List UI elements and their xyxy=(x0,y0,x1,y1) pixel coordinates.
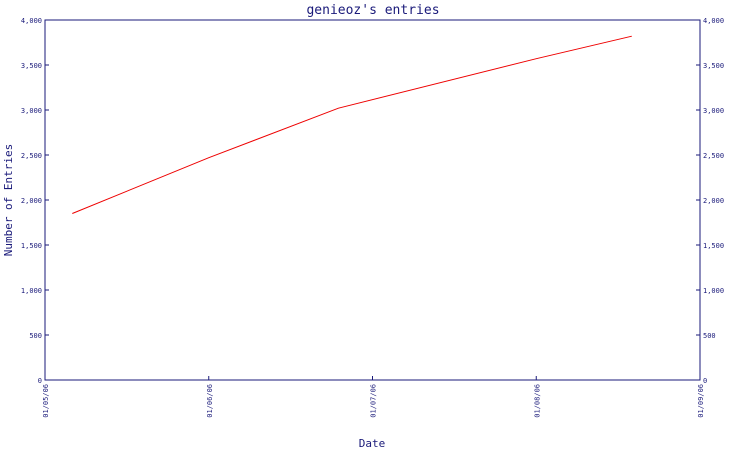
y-tick-label-right: 500 xyxy=(703,332,716,340)
y-tick-label-left: 4,000 xyxy=(21,17,42,25)
y-tick-label-left: 0 xyxy=(38,377,42,385)
y-tick-label-left: 2,500 xyxy=(21,152,42,160)
plot-area xyxy=(44,19,701,381)
series-line xyxy=(72,35,632,214)
x-tick-label: 01/09/06 xyxy=(697,384,705,418)
y-tick-label-right: 3,500 xyxy=(703,62,724,70)
x-tick-label: 01/08/06 xyxy=(533,384,541,418)
y-axis-title: Number of Entries xyxy=(2,144,15,257)
y-tick-label-left: 500 xyxy=(29,332,42,340)
y-tick-label-right: 2,500 xyxy=(703,152,724,160)
y-tick-label-left: 1,000 xyxy=(21,287,42,295)
y-tick-label-left: 2,000 xyxy=(21,197,42,205)
x-axis-title: Date xyxy=(359,437,386,450)
y-tick-label-left: 3,000 xyxy=(21,107,42,115)
x-tick-label: 01/07/06 xyxy=(370,384,378,418)
series-layer xyxy=(72,35,632,214)
axis-ticks: 0 0 500 500 1,000 1,000 1,500 1,500 2,000 2,000 2,… xyxy=(21,17,724,418)
y-tick-label-right: 2,000 xyxy=(703,197,724,205)
y-tick-label-right: 0 xyxy=(703,377,707,385)
chart-title: genieoz's entries xyxy=(306,3,439,18)
y-tick-label-right: 1,000 xyxy=(703,287,724,295)
x-tick-label: 01/05/06 xyxy=(42,384,50,418)
y-tick-label-right: 1,500 xyxy=(703,242,724,250)
y-tick-label-right: 4,000 xyxy=(703,17,724,25)
y-tick-label-left: 3,500 xyxy=(21,62,42,70)
y-tick-label-left: 1,500 xyxy=(21,242,42,250)
y-tick-label-right: 3,000 xyxy=(703,107,724,115)
x-tick-label: 01/06/06 xyxy=(206,384,214,418)
